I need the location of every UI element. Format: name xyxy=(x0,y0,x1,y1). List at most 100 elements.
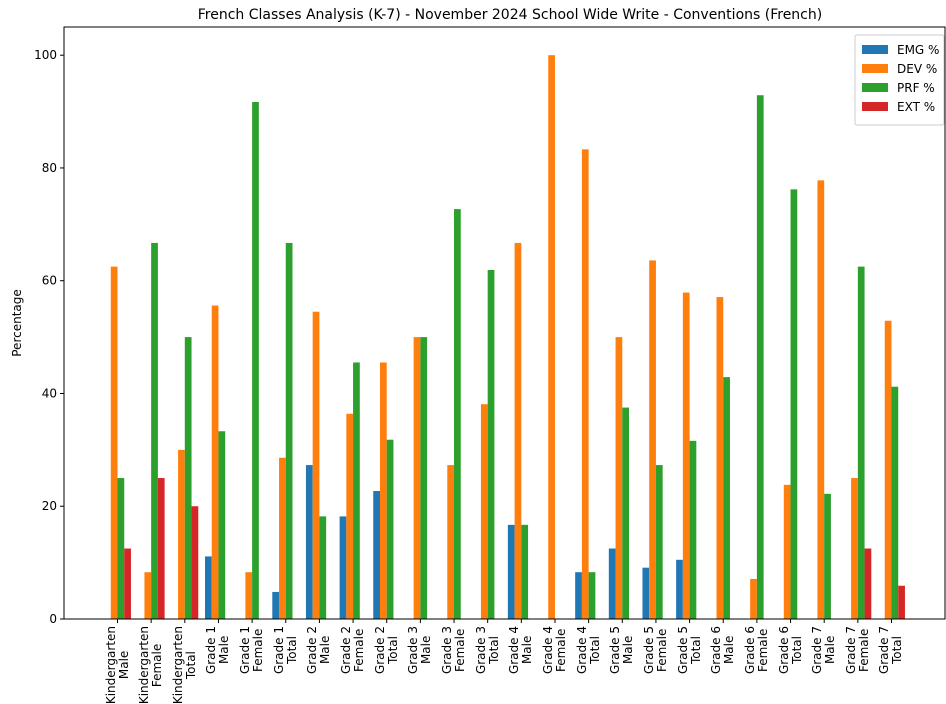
bar xyxy=(454,209,461,619)
x-tick-label: Kindergarten Female xyxy=(137,626,165,704)
axes-frame xyxy=(63,26,946,620)
x-tick-label: Grade 4 Female xyxy=(540,626,568,675)
bar xyxy=(110,266,118,619)
bar xyxy=(783,484,791,619)
bar xyxy=(353,362,360,619)
bar xyxy=(379,362,387,619)
x-tick-label: Grade 4 Male xyxy=(507,626,535,675)
bar xyxy=(178,449,185,619)
x-tick-label: Grade 6 Female xyxy=(742,626,770,675)
x-tick-label: Grade 2 Female xyxy=(339,626,367,675)
bar xyxy=(622,407,630,619)
bar xyxy=(817,180,825,619)
bar xyxy=(420,337,428,619)
bar xyxy=(851,478,858,619)
bar xyxy=(386,439,394,619)
bar xyxy=(514,242,522,620)
bar xyxy=(824,493,831,619)
x-tick-label: Kindergarten Male xyxy=(103,626,131,704)
bar xyxy=(655,465,663,619)
legend-label: EMG % xyxy=(897,43,939,57)
bar xyxy=(144,572,152,619)
bar xyxy=(790,189,798,619)
x-tick-label: Grade 5 Male xyxy=(608,626,636,675)
x-tick-label: Grade 3 Male xyxy=(406,626,434,675)
bar xyxy=(649,260,656,619)
bar xyxy=(184,337,192,619)
bar xyxy=(205,556,212,619)
x-tick-label: Kindergarten Total xyxy=(170,626,198,704)
x-tick-label: Grade 7 Male xyxy=(810,626,838,675)
legend-label: PRF % xyxy=(897,81,935,95)
x-tick-label: Grade 1 Male xyxy=(204,626,232,675)
legend-swatch xyxy=(862,102,888,111)
legend-swatch xyxy=(862,64,888,73)
x-tick-label: Grade 3 Total xyxy=(473,626,501,675)
bar xyxy=(117,478,125,619)
bar xyxy=(151,242,158,620)
bar xyxy=(191,506,199,619)
bar xyxy=(245,572,253,619)
y-tick-label: 0 xyxy=(49,612,57,626)
y-tick-label: 20 xyxy=(42,499,57,513)
x-tick-label: Grade 6 Male xyxy=(709,626,737,675)
bar xyxy=(346,413,354,619)
bar xyxy=(211,305,219,619)
chart-title: French Classes Analysis (K-7) - November… xyxy=(198,7,822,23)
bar xyxy=(124,548,131,619)
bar xyxy=(319,516,327,619)
bar xyxy=(312,311,320,619)
bar xyxy=(588,572,596,619)
y-tick-label: 60 xyxy=(42,274,57,288)
x-tick-label: Grade 3 Female xyxy=(440,626,468,675)
bar xyxy=(447,465,455,619)
bar xyxy=(756,95,764,620)
bar xyxy=(413,337,421,619)
bar xyxy=(252,101,259,619)
bar xyxy=(884,320,892,619)
x-tick-label: Grade 5 Female xyxy=(641,626,669,675)
legend-label: DEV % xyxy=(897,62,937,76)
bar xyxy=(272,591,280,619)
bar xyxy=(723,377,730,619)
bar xyxy=(339,516,347,619)
bar xyxy=(608,548,616,619)
y-tick-label: 80 xyxy=(42,161,57,175)
bar xyxy=(581,149,589,619)
x-tick-label: Grade 4 Total xyxy=(574,626,602,675)
bar xyxy=(218,431,226,619)
x-tick-label: Grade 2 Total xyxy=(372,626,400,675)
bar xyxy=(157,478,165,619)
x-tick-label: Grade 1 Total xyxy=(271,626,299,675)
bar xyxy=(285,242,293,620)
bar xyxy=(507,524,515,619)
bar xyxy=(676,559,683,619)
bar xyxy=(689,440,697,619)
x-tick-label: Grade 5 Total xyxy=(675,626,703,675)
bar xyxy=(682,292,690,619)
legend-swatch xyxy=(862,45,888,54)
bar xyxy=(575,572,582,619)
x-tick-label: Grade 6 Total xyxy=(776,626,804,675)
bar xyxy=(750,578,757,619)
bar xyxy=(615,337,623,619)
bar xyxy=(480,404,488,619)
x-tick-label: Grade 2 Male xyxy=(305,626,333,675)
bar xyxy=(857,266,865,619)
y-axis-label: Percentage xyxy=(10,289,24,357)
x-tick-label: Grade 7 Total xyxy=(877,626,905,675)
bar xyxy=(521,524,529,619)
bar xyxy=(716,297,724,619)
x-tick-label: Grade 1 Female xyxy=(238,626,266,675)
bar xyxy=(373,491,380,619)
y-tick-label: 40 xyxy=(42,386,57,400)
bar xyxy=(305,465,313,619)
bar xyxy=(279,457,286,619)
bar xyxy=(864,548,872,619)
x-tick-label: Grade 7 Female xyxy=(843,626,871,675)
legend-label: EXT % xyxy=(897,100,935,114)
bar xyxy=(548,55,555,619)
y-tick-label: 100 xyxy=(34,48,57,62)
bar xyxy=(642,567,650,619)
